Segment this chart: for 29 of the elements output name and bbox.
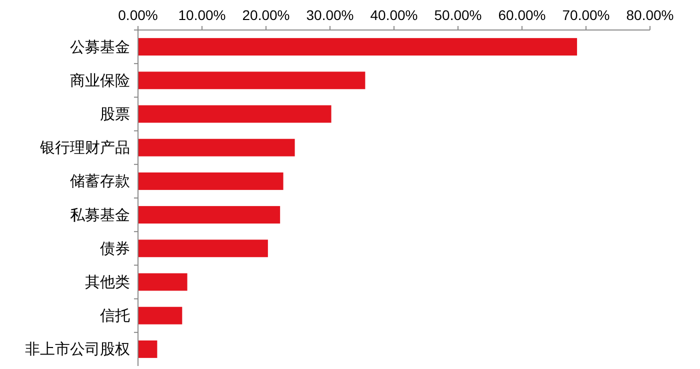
x-tick-label: 30.00%	[306, 7, 354, 23]
y-tick-label: 商业保险	[70, 72, 130, 90]
y-tick-label: 私募基金	[70, 206, 130, 224]
bar	[138, 206, 280, 224]
bar	[138, 138, 295, 156]
bar	[138, 105, 332, 123]
x-tick-label: 70.00%	[562, 7, 610, 23]
x-tick-label: 0.00%	[118, 7, 158, 23]
x-tick-label: 40.00%	[370, 7, 418, 23]
bar	[138, 172, 284, 190]
x-tick-label: 60.00%	[498, 7, 546, 23]
y-tick-label: 公募基金	[70, 38, 130, 56]
bar	[138, 340, 158, 358]
x-tick-label: 10.00%	[178, 7, 226, 23]
x-tick-label: 50.00%	[434, 7, 482, 23]
bar	[138, 273, 188, 291]
bar	[138, 38, 578, 56]
y-tick-label: 信托	[100, 308, 130, 325]
x-tick-label: 20.00%	[242, 7, 290, 23]
y-tick-label: 股票	[100, 106, 130, 123]
bar	[138, 240, 268, 258]
y-tick-label: 债券	[100, 240, 130, 258]
y-tick-label: 其他类	[85, 274, 130, 291]
y-tick-label: 非上市公司股权	[25, 341, 130, 358]
y-tick-label: 储蓄存款	[70, 173, 130, 190]
y-tick-label: 银行理财产品	[39, 140, 130, 157]
bar	[138, 306, 182, 324]
bar	[138, 72, 366, 90]
x-tick-label: 80.00%	[626, 7, 674, 23]
